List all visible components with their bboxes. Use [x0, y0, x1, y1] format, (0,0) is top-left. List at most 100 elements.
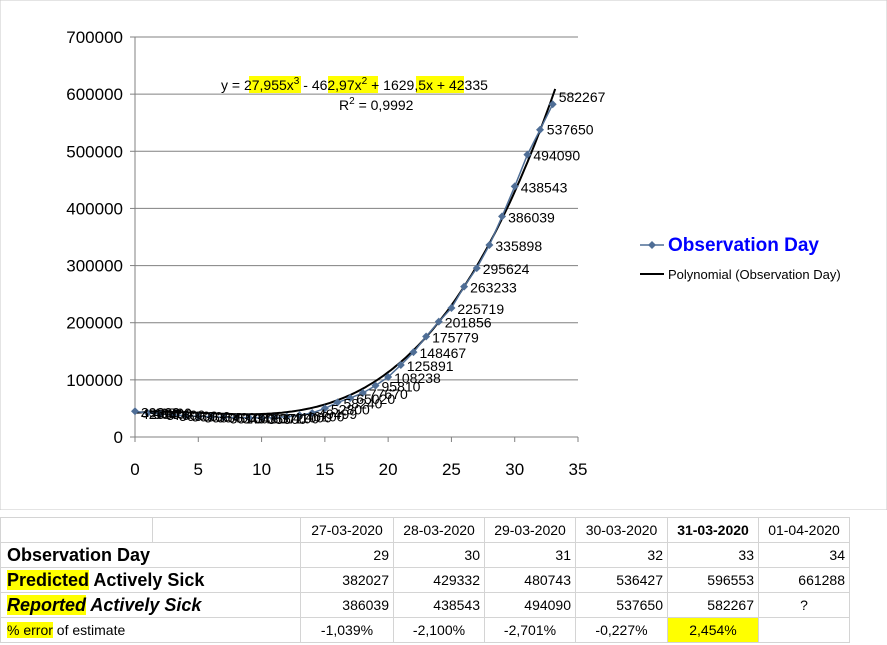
table-cell[interactable]: 34	[758, 542, 850, 568]
data-point[interactable]	[523, 150, 532, 159]
data-label: 58240	[344, 395, 383, 411]
data-point[interactable]	[232, 413, 241, 422]
axes	[134, 37, 578, 438]
table-cell[interactable]: 536427	[575, 567, 668, 593]
data-point[interactable]	[156, 409, 165, 418]
table-cell[interactable]: 386039	[300, 592, 394, 618]
table-cell[interactable]: 537650	[575, 592, 668, 618]
table-cell[interactable]: ?	[758, 592, 850, 618]
y-tick-label: 200000	[66, 314, 123, 333]
table-cell[interactable]: -0,227%	[575, 617, 668, 643]
data-label: 263233	[470, 280, 517, 296]
table-cell[interactable]: 429332	[393, 567, 485, 593]
data-point[interactable]	[282, 412, 291, 421]
cell-empty[interactable]	[152, 517, 301, 543]
data-point[interactable]	[460, 282, 469, 291]
x-tick-label: 10	[252, 460, 271, 479]
x-tick-label: 15	[315, 460, 334, 479]
y-tick-label: 500000	[66, 142, 123, 161]
table-cell[interactable]: 30	[393, 542, 485, 568]
x-tick-label: 25	[442, 460, 461, 479]
table-cell[interactable]: 494090	[484, 592, 576, 618]
data-point[interactable]	[396, 361, 405, 370]
data-point[interactable]	[536, 125, 545, 134]
data-point[interactable]	[143, 409, 152, 417]
table-cell[interactable]: 480743	[484, 567, 576, 593]
data-point[interactable]	[333, 398, 342, 407]
date-cell[interactable]: 01-04-2020	[758, 517, 850, 543]
table-cell[interactable]	[758, 617, 850, 643]
data-point[interactable]	[168, 411, 177, 419]
table-cell[interactable]: 31	[484, 542, 576, 568]
table-cell[interactable]: 438543	[393, 592, 485, 618]
table-cell[interactable]: -2,100%	[393, 617, 485, 643]
table-cell[interactable]: 2,454%	[667, 617, 759, 643]
data-label: 52800	[331, 401, 370, 417]
data-point[interactable]	[219, 413, 228, 422]
data-label: 386039	[508, 209, 555, 225]
legend[interactable]: Observation Day Polynomial (Observation …	[640, 235, 841, 282]
data-point[interactable]	[422, 332, 431, 341]
data-point[interactable]	[409, 348, 418, 357]
data-point[interactable]	[371, 381, 380, 390]
y-tick-label: 700000	[66, 28, 123, 47]
date-cell[interactable]: 31-03-2020	[667, 517, 759, 543]
cell-empty[interactable]	[0, 517, 153, 543]
data-label: 41000	[293, 410, 332, 426]
label-highlight: % error	[7, 622, 53, 638]
table-cell[interactable]: 382027	[300, 567, 394, 593]
data-point[interactable]	[472, 264, 481, 273]
x-axis-ticks: 0 5 10 15 20 25 30 35	[130, 437, 587, 479]
data-point[interactable]	[194, 412, 203, 421]
data-point[interactable]	[181, 411, 190, 420]
data-point[interactable]	[447, 304, 456, 313]
data-label: 34900	[242, 411, 281, 427]
row-label[interactable]: Observation Day	[0, 542, 301, 568]
table-row-dates: 27-03-2020 28-03-2020 29-03-2020 30-03-2…	[0, 517, 850, 543]
data-point[interactable]	[131, 407, 139, 416]
table-cell[interactable]: 33	[667, 542, 759, 568]
x-tick-label: 5	[194, 460, 203, 479]
date-cell[interactable]: 28-03-2020	[393, 517, 485, 543]
data-point[interactable]	[498, 212, 507, 221]
data-label: 335898	[495, 238, 542, 254]
equation-text: y = 27,955x3 - 462,97x2 + 1629,5x + 4233…	[221, 76, 488, 93]
data-point[interactable]	[548, 100, 557, 109]
table-cell[interactable]: -1,039%	[300, 617, 394, 643]
table-cell[interactable]: 29	[300, 542, 394, 568]
label-highlight: Predicted	[7, 569, 90, 590]
data-point[interactable]	[270, 413, 279, 422]
data-point[interactable]	[206, 412, 215, 421]
data-label: 46200	[306, 408, 345, 424]
date-cell[interactable]: 30-03-2020	[575, 517, 668, 543]
data-point[interactable]	[434, 317, 443, 326]
row-label[interactable]: Reported Actively Sick	[0, 592, 301, 618]
data-point[interactable]	[485, 241, 494, 250]
table-cell[interactable]: 596553	[667, 567, 759, 593]
data-point[interactable]	[257, 413, 266, 422]
data-point[interactable]	[358, 389, 367, 397]
table-cell[interactable]: -2,701%	[484, 617, 576, 643]
date-cell[interactable]: 29-03-2020	[484, 517, 576, 543]
data-label: 175779	[432, 330, 479, 346]
data-point[interactable]	[244, 413, 253, 422]
chart[interactable]: 0 100000 200000 300000 400000 500000 600000 700…	[0, 0, 887, 510]
data-point[interactable]	[346, 394, 355, 403]
table-cell[interactable]: 32	[575, 542, 668, 568]
row-label[interactable]: % error of estimate	[0, 617, 301, 643]
data-point[interactable]	[308, 409, 317, 417]
data-label: 537650	[547, 122, 594, 138]
data-point[interactable]	[510, 182, 519, 191]
trendline-equation: y = 27,955x3 - 462,97x2 + 1629,5x + 4233…	[221, 76, 488, 113]
label-highlight: Reported	[7, 594, 87, 615]
data-point[interactable]	[320, 404, 329, 413]
date-cell[interactable]: 27-03-2020	[300, 517, 394, 543]
data-label: 65020	[356, 391, 395, 407]
table-cell[interactable]: 582267	[667, 592, 759, 618]
data-point[interactable]	[295, 411, 304, 420]
row-label[interactable]: Predicted Actively Sick	[0, 567, 301, 593]
table-row-error: % error of estimate -1,039% -2,100% -2,7…	[0, 617, 850, 643]
eq-highlight-3	[416, 76, 464, 93]
data-point[interactable]	[384, 373, 393, 381]
table-cell[interactable]: 661288	[758, 567, 850, 593]
